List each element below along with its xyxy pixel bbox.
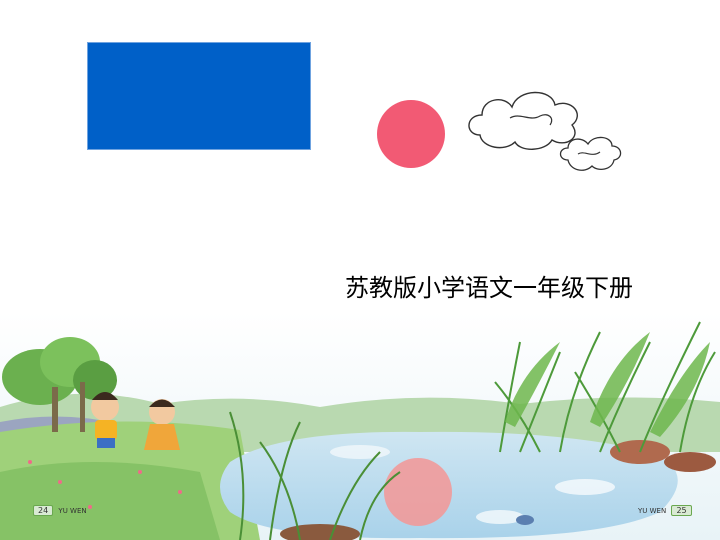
right-page-label: YU WEN <box>638 507 667 515</box>
textbook-illustration <box>0 312 720 540</box>
left-page-number: 24 <box>33 505 54 516</box>
red-sun-circle <box>377 100 445 168</box>
book-title: 苏教版小学语文一年级下册 <box>345 274 633 302</box>
clouds-icon <box>468 91 622 171</box>
left-page-footer: 24 YU WEN <box>30 505 87 516</box>
blue-rectangle <box>87 42 311 150</box>
right-page-number: 25 <box>671 505 692 516</box>
right-page-footer: YU WEN 25 <box>638 505 695 516</box>
left-page-label: YU WEN <box>58 507 87 515</box>
